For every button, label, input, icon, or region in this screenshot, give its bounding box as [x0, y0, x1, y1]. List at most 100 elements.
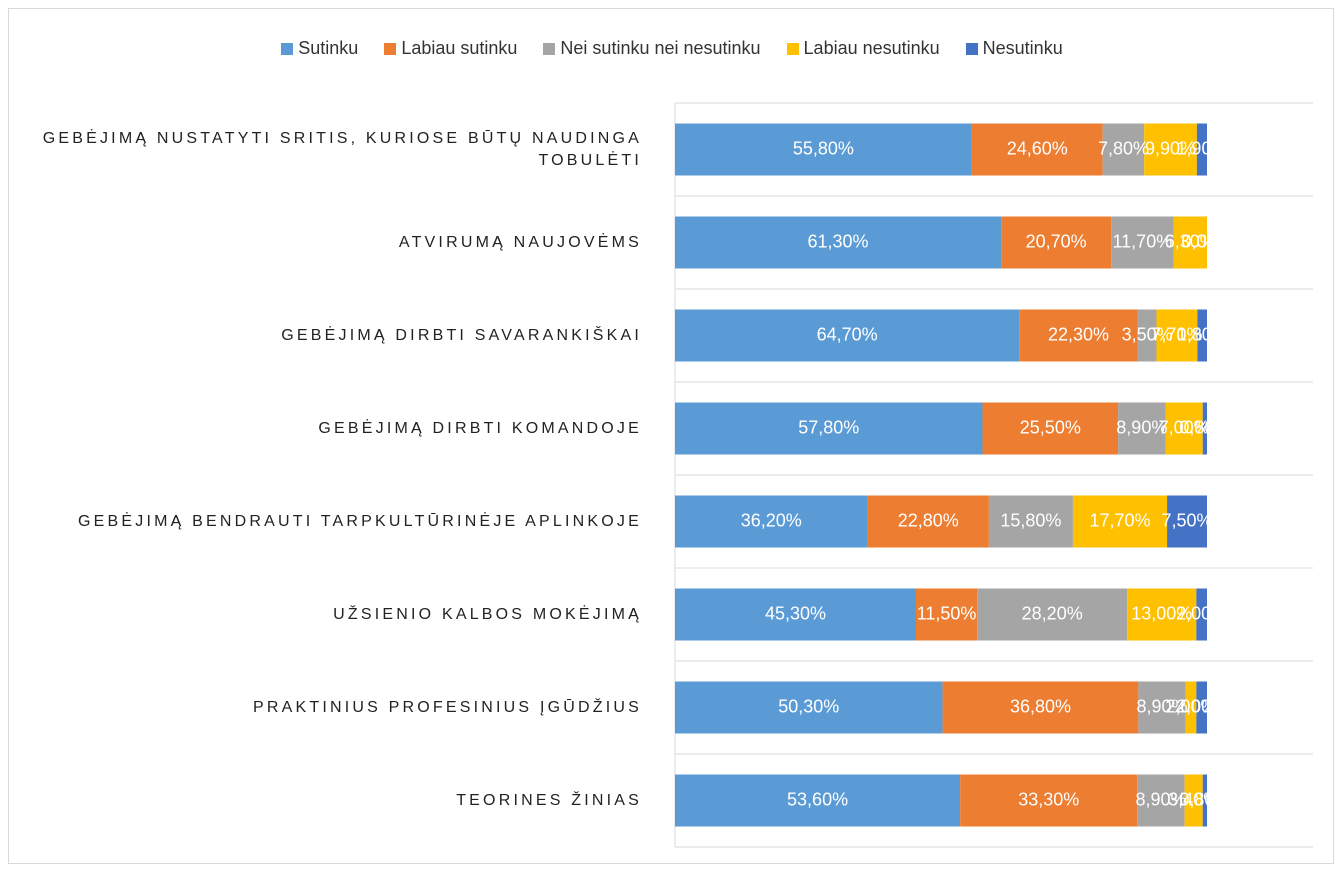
value-label: 7,80% [1098, 138, 1149, 158]
legend-swatch [281, 42, 294, 55]
bar-segment [1137, 309, 1157, 362]
bar-segment [1156, 309, 1198, 362]
bar-segment [675, 123, 972, 176]
category-label: ATVIRUMĄ NAUJOVĖMS [398, 233, 642, 251]
legend-item: Labiau nesutinku [786, 38, 940, 59]
value-label: 64,70% [817, 324, 878, 344]
bar-segment [1137, 774, 1185, 827]
category-label: GEBĖJIMĄ DIRBTI SAVARANKIŠKAI [281, 326, 642, 344]
bar-segment [1111, 216, 1174, 269]
legend-label: Nesutinku [982, 38, 1063, 58]
value-label: 8,90% [1135, 789, 1186, 809]
bar-segment [1072, 495, 1168, 548]
legend-item: Nesutinku [965, 38, 1063, 59]
legend-swatch [384, 42, 397, 55]
value-label: 33,30% [1018, 789, 1079, 809]
bar-segment [1202, 402, 1207, 455]
bar-segment [1202, 774, 1207, 827]
bar-segment [1019, 309, 1138, 362]
value-label: 11,70% [1113, 231, 1173, 251]
legend-item: Sutinku [281, 38, 358, 59]
value-label: 3,40% [1168, 789, 1219, 809]
bar-segment [1102, 123, 1145, 176]
value-label: 50,30% [778, 696, 839, 716]
value-label: 2,00% [1176, 696, 1227, 716]
value-label: 7,50% [1162, 510, 1213, 530]
bar-segment [1167, 495, 1207, 548]
value-label: 3,50% [1122, 324, 1173, 344]
value-label: 53,60% [787, 789, 848, 809]
value-label: 28,20% [1022, 603, 1083, 623]
value-label: 36,20% [741, 510, 802, 530]
value-label: 7,00% [1159, 417, 1210, 437]
legend-label: Sutinku [298, 38, 359, 58]
value-label: 0,80% [1179, 417, 1230, 437]
bar-segment [1185, 681, 1197, 734]
value-label: 61,30% [808, 231, 869, 251]
bar-segment [1127, 588, 1197, 641]
bar-segment [1001, 216, 1112, 269]
value-label: 20,70% [1026, 231, 1087, 251]
legend-label: Nei sutinku nei nesutinku [560, 38, 761, 58]
bar-segment [867, 495, 989, 548]
legend-swatch [965, 42, 978, 55]
legend-swatch [543, 42, 556, 55]
bar-segment [971, 123, 1103, 176]
bar-segment [1144, 123, 1197, 176]
legend-item: Nei sutinku nei nesutinku [543, 38, 761, 59]
bar-segment [675, 681, 943, 734]
value-label: 22,30% [1048, 324, 1109, 344]
legend-swatch [786, 42, 799, 55]
bar-segment [1138, 681, 1186, 734]
bar-segment [915, 588, 978, 641]
value-label: 6,30% [1165, 231, 1216, 251]
legend-item: Labiau sutinku [384, 38, 517, 59]
value-label: 57,80% [798, 417, 859, 437]
value-label: 2,00% [1166, 696, 1217, 716]
legend: Sutinku Labiau sutinku Nei sutinku nei nes… [0, 38, 1344, 59]
value-label: 45,30% [765, 603, 826, 623]
value-label: 11,50% [917, 603, 977, 623]
bar-segment [1184, 774, 1203, 827]
value-label: 2,00% [1176, 603, 1227, 623]
bar-segment [1118, 402, 1166, 455]
value-label: 36,80% [1010, 696, 1071, 716]
bar-segment [675, 495, 868, 548]
bar-segment [675, 774, 961, 827]
category-label: GEBĖJIMĄ NUSTATYTI SRITIS, KURIOSE BŪTŲ … [42, 129, 642, 169]
bar-segment [1197, 309, 1207, 362]
value-label: 1,90% [1176, 138, 1227, 158]
bar-segment [675, 309, 1020, 362]
category-label: UŽSIENIO KALBOS MOKĖJIMĄ [333, 605, 642, 623]
value-label: 22,80% [898, 510, 959, 530]
value-label: 1,80% [1177, 324, 1228, 344]
value-label: 0,80% [1179, 789, 1230, 809]
bar-segment [960, 774, 1138, 827]
value-label: 25,50% [1020, 417, 1081, 437]
legend-label: Labiau nesutinku [803, 38, 940, 58]
category-label: TEORINES ŽINIAS [456, 791, 642, 809]
bar-segment [1196, 123, 1207, 176]
bar-segment [1173, 216, 1207, 269]
value-label: 24,60% [1007, 138, 1068, 158]
bar-segment [675, 402, 983, 455]
bar-segment [942, 681, 1139, 734]
bar-segment [982, 402, 1119, 455]
value-label: 7,70% [1151, 324, 1202, 344]
value-label: 0,00% [1181, 231, 1232, 251]
bar-segment [977, 588, 1128, 641]
bar-segment [1196, 588, 1207, 641]
bar-segment [675, 216, 1002, 269]
bar-segment [1196, 681, 1207, 734]
value-label: 8,90% [1137, 696, 1188, 716]
category-label: GEBĖJIMĄ BENDRAUTI TARPKULTŪRINĖJE APLIN… [77, 512, 642, 530]
bar-segment [675, 588, 916, 641]
value-label: 17,70% [1089, 510, 1150, 530]
chart-frame [8, 8, 1334, 864]
category-label: GEBĖJIMĄ DIRBTI KOMANDOJE [318, 419, 642, 437]
bar-segment [1165, 402, 1203, 455]
value-label: 13,00% [1131, 603, 1192, 623]
value-label: 8,90% [1116, 417, 1167, 437]
